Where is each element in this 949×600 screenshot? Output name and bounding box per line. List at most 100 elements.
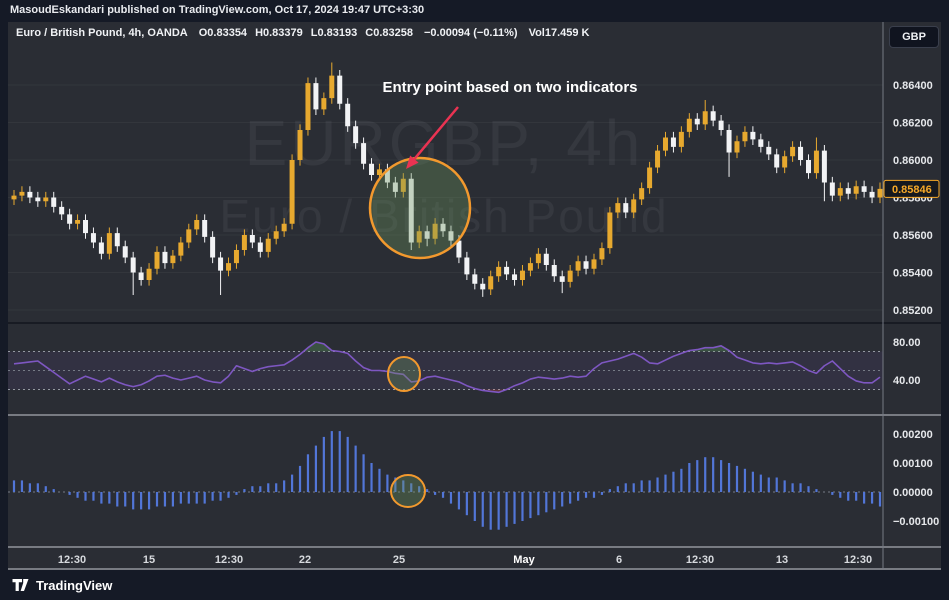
time-axis-label: 6 xyxy=(616,554,622,566)
ohlc-close: C0.83258 xyxy=(365,27,413,39)
last-price-label: 0.85846 xyxy=(892,184,932,196)
candle-body xyxy=(400,178,406,192)
rsi-overbought-fill xyxy=(303,342,731,352)
candle-body xyxy=(59,206,65,215)
entry-arrow-shaft xyxy=(408,106,459,166)
candle-body xyxy=(233,250,239,264)
candle-body xyxy=(218,257,224,271)
last-price-tag: 0.85846 xyxy=(883,179,940,198)
candle-body xyxy=(241,235,247,250)
entry-circle-main xyxy=(368,156,472,260)
candle-body xyxy=(138,272,144,280)
chart-canvas[interactable]: 0.864000.862000.860000.858000.856000.854… xyxy=(8,22,941,570)
candle-body xyxy=(750,131,756,140)
candle-body xyxy=(575,261,581,271)
price-axis[interactable]: 0.864000.862000.860000.858000.856000.854… xyxy=(893,80,933,317)
rsi-axis-label: 40.00 xyxy=(893,375,921,387)
rsi-axis[interactable]: 80.00 40.00 xyxy=(893,337,921,387)
candle-body xyxy=(178,242,184,256)
candle-body xyxy=(543,253,549,265)
candle-body xyxy=(384,169,390,183)
time-axis-label: 13 xyxy=(776,554,788,566)
candle-body xyxy=(591,259,597,269)
attribution-bar: MasoudEskandari published on TradingView… xyxy=(0,0,949,22)
candle-body xyxy=(67,214,73,224)
currency-button[interactable]: GBP xyxy=(889,26,939,48)
candle-body xyxy=(456,240,462,258)
candle-body xyxy=(122,246,128,258)
candle-body xyxy=(249,235,255,243)
last-price-box xyxy=(883,179,940,198)
candle-body xyxy=(821,150,827,183)
footer-bar: TradingView xyxy=(0,570,949,600)
candle-body xyxy=(662,137,668,151)
price-axis-label: 0.85600 xyxy=(893,230,933,242)
candle-body xyxy=(361,143,367,164)
candle-body xyxy=(114,233,120,247)
candle-body xyxy=(297,130,303,160)
price-axis-label: 0.86400 xyxy=(893,80,933,92)
candle-body xyxy=(353,126,359,144)
candle-body xyxy=(170,255,176,264)
volume-value: Vol17.459 K xyxy=(528,27,590,39)
candle-body xyxy=(75,220,81,224)
candle-body xyxy=(837,188,843,196)
time-axis-label: 22 xyxy=(299,554,311,566)
candle-body xyxy=(845,188,851,194)
price-change: −0.00094 (−0.11%) xyxy=(423,27,518,39)
candle-body xyxy=(416,231,422,243)
candle-body xyxy=(19,191,25,196)
candle-body xyxy=(146,268,152,280)
annotation-text: Entry point based on two indicators xyxy=(382,79,638,96)
candle-body xyxy=(853,186,859,194)
candle-body xyxy=(806,160,811,174)
candle-body xyxy=(567,270,573,282)
candle-body xyxy=(790,146,796,157)
candle-body xyxy=(647,167,653,189)
candle-body xyxy=(869,191,875,198)
candle-body xyxy=(813,150,819,174)
candle-body xyxy=(670,137,676,147)
candle-body xyxy=(742,131,748,142)
histogram-axis-label: 0.00200 xyxy=(893,429,933,441)
time-axis-label: May xyxy=(513,554,535,566)
price-axis-label: 0.86200 xyxy=(893,118,933,130)
candle-body xyxy=(186,229,192,243)
candle-body xyxy=(829,182,835,196)
tradingview-brand[interactable]: TradingView xyxy=(36,577,113,593)
candle-body xyxy=(194,220,200,230)
candle-body xyxy=(686,118,692,132)
time-axis[interactable]: 12:30 15 12:30 22 25 May 6 12:30 13 12:30 xyxy=(58,554,872,566)
candle-body xyxy=(519,270,525,280)
candle-body xyxy=(718,120,724,130)
watermark-symbol: EURGBP, 4h xyxy=(244,107,644,179)
time-axis-label: 15 xyxy=(143,554,155,566)
tradingview-logo-icon[interactable] xyxy=(12,578,29,592)
histogram-axis-label: 0.00100 xyxy=(893,458,933,470)
candle-body xyxy=(321,98,327,110)
candle-body xyxy=(202,220,208,237)
candle-body xyxy=(758,139,764,147)
histogram-axis[interactable]: 0.00200 0.00100 0.00000 −0.00100 xyxy=(893,429,939,528)
candle-body xyxy=(551,265,557,277)
candle-body xyxy=(106,233,112,254)
candle-body xyxy=(98,242,104,254)
candle-body xyxy=(329,75,335,99)
candle-body xyxy=(337,75,343,104)
candle-body xyxy=(583,261,589,269)
rsi-line xyxy=(13,341,881,394)
time-axis-label: 12:30 xyxy=(215,554,243,566)
candle-body xyxy=(392,182,398,192)
entry-circle-rsi xyxy=(387,356,421,392)
histogram-axis-label: −0.00100 xyxy=(893,516,939,528)
candle-body xyxy=(424,231,430,239)
time-axis-label: 12:30 xyxy=(844,554,872,566)
candle-body xyxy=(289,160,295,224)
chart-frame: EURGBP, 4h Euro / British Pound 0.864000… xyxy=(8,22,941,570)
entry-circle-histogram xyxy=(390,474,426,508)
candle-body xyxy=(345,103,351,127)
candle-body xyxy=(154,251,160,269)
candle-body xyxy=(440,223,446,232)
histogram-series xyxy=(12,431,882,530)
